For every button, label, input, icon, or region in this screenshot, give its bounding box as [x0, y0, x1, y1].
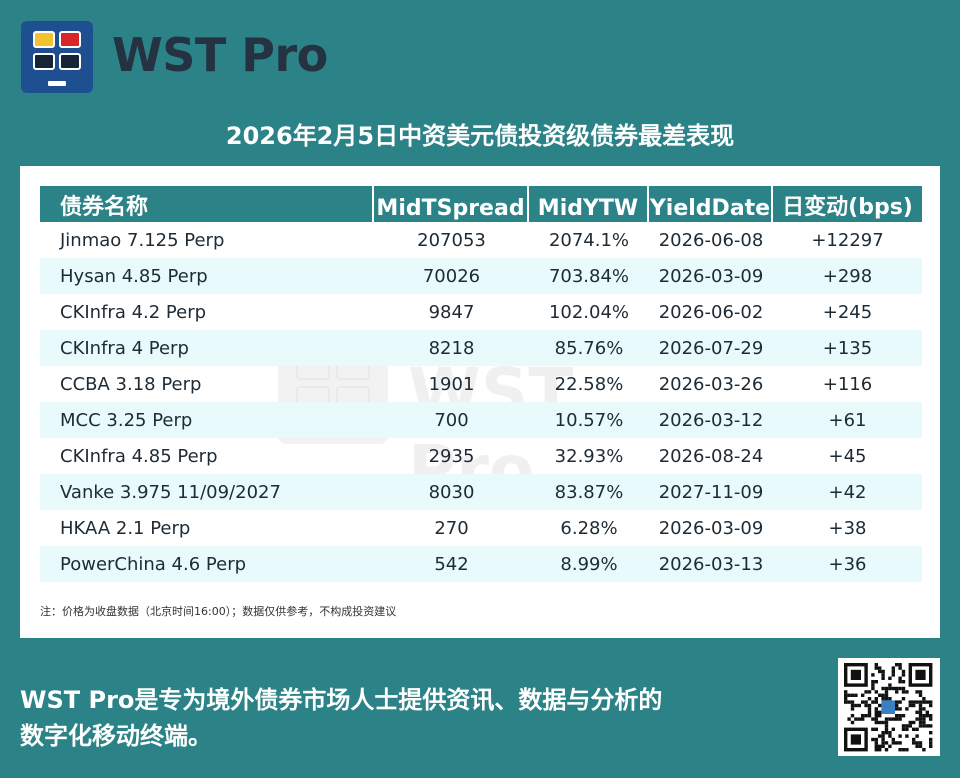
- cell-yielddate: 2026-06-08: [658, 229, 764, 251]
- cell-midytw: 703.84%: [529, 258, 649, 294]
- table-row: HKAA 2.1 Perp 270 6.28% 2026-03-09 +38: [40, 510, 922, 546]
- brand-name: WST Pro: [112, 28, 328, 82]
- table-row: Jinmao 7.125 Perp 207053 2074.1% 2026-06-08…: [40, 222, 922, 258]
- cell-name: Vanke 3.975 11/09/2027: [40, 474, 374, 510]
- cell-midytw: 10.57%: [529, 402, 649, 438]
- bond-table: 债券名称 MidTSpread MidYTW YieldDate 日变动(bps…: [40, 186, 922, 582]
- table-row: CKInfra 4.2 Perp 9847 102.04% 2026-06-02 +24…: [40, 294, 922, 330]
- cell-yielddate: 2027-11-09: [649, 474, 773, 510]
- cell-midtspread: 9847: [428, 301, 475, 323]
- cell-midtspread: 1901: [428, 373, 475, 395]
- cell-midytw: 22.58%: [554, 373, 624, 395]
- cell-name: Jinmao 7.125 Perp: [60, 229, 225, 251]
- footer-line-1: WST Pro是专为境外债券市场人士提供资讯、数据与分析的: [20, 686, 663, 714]
- cell-midtspread: 70026: [374, 258, 529, 294]
- cell-midtspread: 2935: [428, 445, 475, 467]
- col-header-daily-change: 日变动(bps): [773, 186, 922, 222]
- table-header-row: 债券名称 MidTSpread MidYTW YieldDate 日变动(bps…: [40, 186, 922, 222]
- cell-name: HKAA 2.1 Perp: [60, 517, 191, 539]
- cell-yielddate: 2026-03-26: [658, 373, 764, 395]
- cell-daily-change: +116: [822, 373, 873, 395]
- cell-midytw: 2074.1%: [548, 229, 630, 251]
- cell-daily-change: +38: [828, 517, 867, 539]
- cell-name: CKInfra 4.85 Perp: [60, 445, 218, 467]
- cell-yielddate: 2026-03-09: [649, 258, 773, 294]
- cell-daily-change: +36: [773, 546, 922, 582]
- cell-midytw: 8.99%: [529, 546, 649, 582]
- footer-line-2: 数字化移动终端。: [20, 722, 212, 750]
- cell-daily-change: +42: [773, 474, 922, 510]
- cell-yielddate: 2026-03-13: [649, 546, 773, 582]
- cell-yielddate: 2026-03-09: [658, 517, 764, 539]
- col-header-midtspread: MidTSpread: [374, 186, 529, 222]
- table-card: WST Pro 债券名称 MidTSpread MidYTW YieldDate…: [20, 166, 940, 638]
- cell-daily-change: +135: [773, 330, 922, 366]
- cell-name: PowerChina 4.6 Perp: [40, 546, 374, 582]
- cell-yielddate: 2026-07-29: [649, 330, 773, 366]
- table-row: Vanke 3.975 11/09/2027 8030 83.87% 2027-11-…: [40, 474, 922, 510]
- cell-yielddate: 2026-06-02: [658, 301, 764, 323]
- cell-midtspread: 270: [434, 517, 469, 539]
- cell-midytw: 6.28%: [560, 517, 618, 539]
- cell-daily-change: +45: [828, 445, 867, 467]
- cell-name: CKInfra 4.2 Perp: [60, 301, 207, 323]
- footer-text: WST Pro是专为境外债券市场人士提供资讯、数据与分析的 数字化移动终端。: [20, 682, 662, 754]
- cell-midytw: 85.76%: [529, 330, 649, 366]
- cell-yielddate: 2026-03-12: [649, 402, 773, 438]
- cell-midtspread: 8218: [374, 330, 529, 366]
- cell-daily-change: +245: [822, 301, 873, 323]
- cell-midytw: 102.04%: [548, 301, 630, 323]
- cell-midtspread: 207053: [417, 229, 486, 251]
- table-row: MCC 3.25 Perp 700 10.57% 2026-03-12 +61: [40, 402, 922, 438]
- page-title: 2026年2月5日中资美元债投资级债券最差表现: [225, 122, 735, 150]
- cell-daily-change: +61: [773, 402, 922, 438]
- footnote: 注：价格为收盘数据（北京时间16:00）；数据仅供参考，不构成投资建议: [40, 605, 397, 618]
- cell-midtspread: 8030: [374, 474, 529, 510]
- cell-name: CCBA 3.18 Perp: [60, 373, 202, 395]
- cell-name: CKInfra 4 Perp: [40, 330, 374, 366]
- table-row: CKInfra 4 Perp 8218 85.76% 2026-07-29 +135: [40, 330, 922, 366]
- cell-yielddate: 2026-08-24: [658, 445, 764, 467]
- cell-daily-change: +12297: [811, 229, 884, 251]
- col-header-name: 债券名称: [40, 186, 374, 222]
- cell-midytw: 83.87%: [529, 474, 649, 510]
- cell-midytw: 32.93%: [554, 445, 624, 467]
- table-row: CKInfra 4.85 Perp 2935 32.93% 2026-08-24 +45: [40, 438, 922, 474]
- col-header-yielddate: YieldDate: [649, 186, 773, 222]
- col-header-midytw: MidYTW: [529, 186, 649, 222]
- cell-name: MCC 3.25 Perp: [40, 402, 374, 438]
- wst-logo-icon: [21, 21, 93, 93]
- qr-code-icon: [838, 658, 940, 756]
- cell-midtspread: 542: [374, 546, 529, 582]
- table-row: Hysan 4.85 Perp 70026 703.84% 2026-03-09 +29…: [40, 258, 922, 294]
- cell-midtspread: 700: [374, 402, 529, 438]
- cell-name: Hysan 4.85 Perp: [40, 258, 374, 294]
- table-row: PowerChina 4.6 Perp 542 8.99% 2026-03-13 +36: [40, 546, 922, 582]
- cell-daily-change: +298: [773, 258, 922, 294]
- table-row: CCBA 3.18 Perp 1901 22.58% 2026-03-26 +116: [40, 366, 922, 402]
